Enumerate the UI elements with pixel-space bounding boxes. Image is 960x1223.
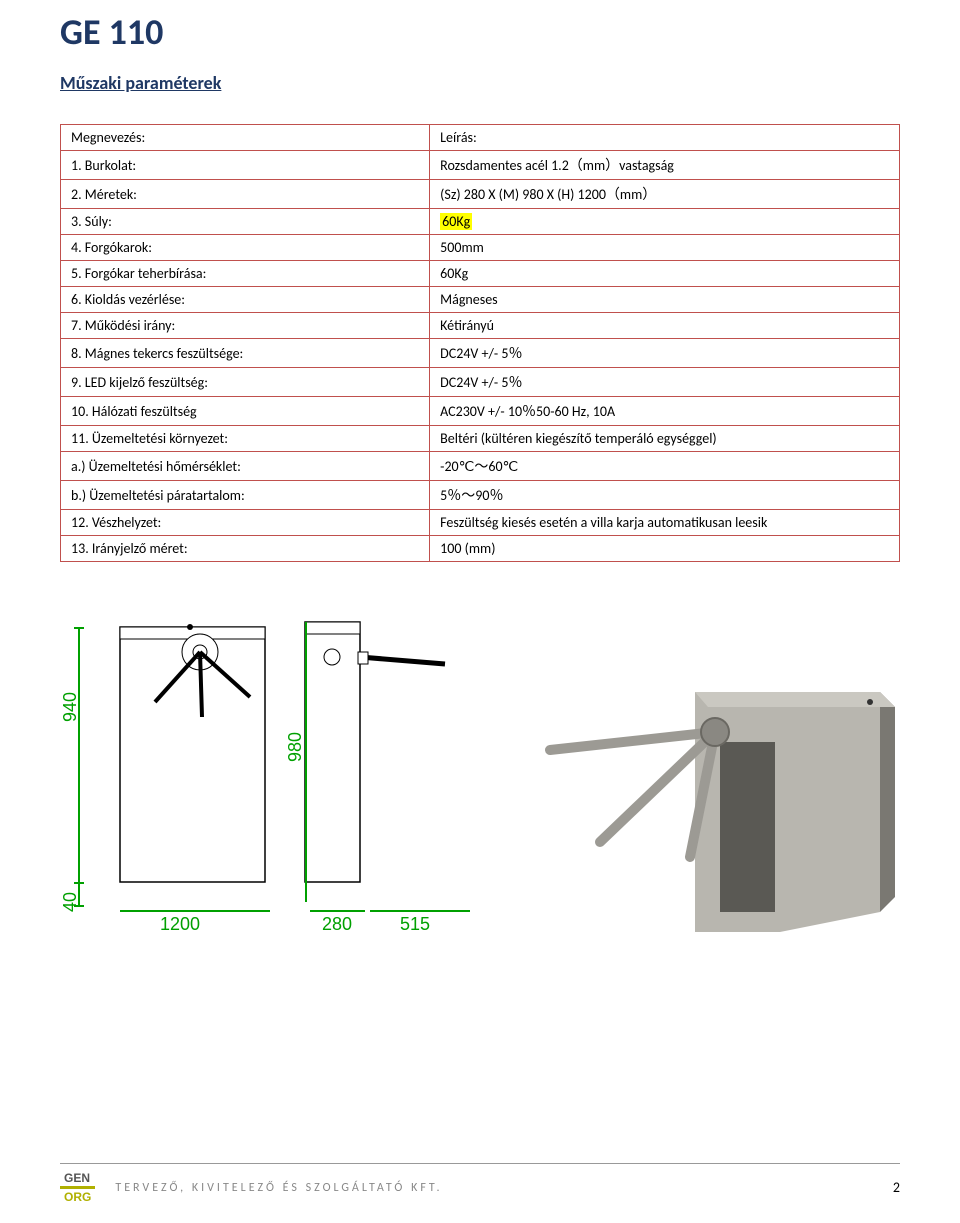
row-value: Feszültség kiesés esetén a villa karja a… (430, 510, 900, 536)
table-row: 10. Hálózati feszültségAC230V +/- 10％50-… (61, 397, 900, 426)
spec-table: Megnevezés:Leírás:1. Burkolat:Rozsdament… (60, 124, 900, 562)
row-value: 5％～90％ (430, 481, 900, 510)
table-header-row: Megnevezés:Leírás: (61, 125, 900, 151)
table-row: 3. Súly:60Kg (61, 209, 900, 235)
logo-top: GEN (60, 1170, 95, 1189)
row-label: 9. LED kijelző feszültség: (61, 368, 430, 397)
table-row: a.) Üzemeltetési hőmérséklet:-20℃～60℃ (61, 452, 900, 481)
table-row: 11. Üzemeltetési környezet:Beltéri (kült… (61, 426, 900, 452)
logo-bottom: ORG (60, 1189, 95, 1205)
row-value: DC24V +/- 5％ (430, 339, 900, 368)
page-number: 2 (893, 1179, 900, 1196)
table-row: 6. Kioldás vezérlése:Mágneses (61, 287, 900, 313)
table-row: 7. Működési irány:Kétirányú (61, 313, 900, 339)
footer-logo: GEN ORG (60, 1170, 95, 1205)
row-value: Kétirányú (430, 313, 900, 339)
figures-row: 940 40 980 1200 280 515 (60, 602, 900, 942)
row-label: a.) Üzemeltetési hőmérséklet: (61, 452, 430, 481)
table-row: b.) Üzemeltetési páratartalom:5％～90％ (61, 481, 900, 510)
row-label: 6. Kioldás vezérlése: (61, 287, 430, 313)
row-label: b.) Üzemeltetési páratartalom: (61, 481, 430, 510)
row-label: 8. Mágnes tekercs feszültsége: (61, 339, 430, 368)
table-row: 4. Forgókarok:500mm (61, 235, 900, 261)
row-label: 3. Súly: (61, 209, 430, 235)
dim-1200: 1200 (160, 914, 200, 935)
table-row: 1. Burkolat:Rozsdamentes acél 1.2（mm）vas… (61, 151, 900, 180)
dim-280: 280 (322, 914, 352, 935)
row-value: Beltéri (kültéren kiegészítő temperáló e… (430, 426, 900, 452)
row-label: 4. Forgókarok: (61, 235, 430, 261)
row-label: 7. Működési irány: (61, 313, 430, 339)
dim-515: 515 (400, 914, 430, 935)
row-value: 500mm (430, 235, 900, 261)
row-label: 13. Irányjelző méret: (61, 536, 430, 562)
row-value: 100 (mm) (430, 536, 900, 562)
table-row: 2. Méretek:(Sz) 280 X (M) 980 X (H) 1200… (61, 180, 900, 209)
row-value: DC24V +/- 5％ (430, 368, 900, 397)
row-label: 1. Burkolat: (61, 151, 430, 180)
dim-980: 980 (285, 732, 306, 762)
page-footer: GEN ORG TERVEZŐ, KIVITELEZŐ ÉS SZOLGÁLTA… (60, 1163, 900, 1205)
footer-text: TERVEZŐ, KIVITELEZŐ ÉS SZOLGÁLTATÓ KFT. (95, 1181, 893, 1195)
row-value: Rozsdamentes acél 1.2（mm）vastagság (430, 151, 900, 180)
row-value: 60Kg (430, 261, 900, 287)
row-value: AC230V +/- 10％50-60 Hz, 10A (430, 397, 900, 426)
row-value: (Sz) 280 X (M) 980 X (H) 1200（mm） (430, 180, 900, 209)
table-row: 5. Forgókar teherbírása:60Kg (61, 261, 900, 287)
row-label: 10. Hálózati feszültség (61, 397, 430, 426)
header-value: Leírás: (430, 125, 900, 151)
table-row: 12. Vészhelyzet:Feszültség kiesés esetén… (61, 510, 900, 536)
row-value: -20℃～60℃ (430, 452, 900, 481)
subtitle: Műszaki paraméterek (60, 72, 900, 94)
table-row: 9. LED kijelző feszültség:DC24V +/- 5％ (61, 368, 900, 397)
row-label: 5. Forgókar teherbírása: (61, 261, 430, 287)
table-row: 8. Mágnes tekercs feszültsége:DC24V +/- … (61, 339, 900, 368)
product-photo (520, 662, 900, 942)
table-row: 13. Irányjelző méret:100 (mm) (61, 536, 900, 562)
page-title: GE 110 (60, 10, 900, 54)
row-value: 60Kg (430, 209, 900, 235)
row-label: 2. Méretek: (61, 180, 430, 209)
row-label: 11. Üzemeltetési környezet: (61, 426, 430, 452)
row-label: 12. Vészhelyzet: (61, 510, 430, 536)
header-label: Megnevezés: (61, 125, 430, 151)
dimension-diagram: 940 40 980 1200 280 515 (60, 602, 490, 942)
row-value: Mágneses (430, 287, 900, 313)
